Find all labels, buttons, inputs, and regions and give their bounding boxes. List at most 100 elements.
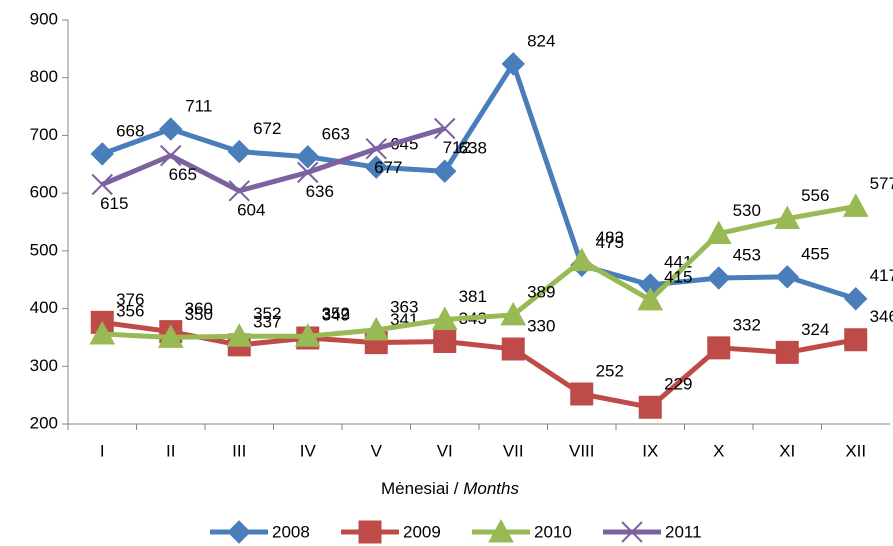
marker — [358, 520, 382, 544]
legend-label: 2011 — [665, 522, 702, 541]
data-label: 663 — [322, 124, 350, 143]
marker — [159, 117, 183, 141]
y-tick-label: 700 — [30, 125, 58, 144]
marker — [89, 320, 116, 345]
data-label: 376 — [116, 290, 144, 309]
x-tick-label: VIII — [569, 441, 595, 460]
data-label: 381 — [459, 287, 487, 306]
data-label: 229 — [664, 375, 692, 394]
x-tick-label: IX — [642, 441, 658, 460]
x-tick-label: V — [371, 441, 383, 460]
marker — [775, 265, 799, 289]
marker — [775, 340, 799, 364]
marker — [228, 180, 250, 202]
data-label: 483 — [596, 228, 624, 247]
data-label: 668 — [116, 121, 144, 140]
data-label: 389 — [527, 282, 555, 301]
series-line — [101, 126, 446, 194]
y-tick-label: 300 — [30, 356, 58, 375]
marker — [705, 220, 732, 245]
x-tick-label: I — [100, 441, 105, 460]
marker — [364, 155, 388, 179]
marker — [91, 173, 113, 196]
marker — [488, 518, 514, 543]
marker — [707, 336, 731, 360]
data-label: 324 — [801, 320, 829, 339]
marker — [842, 193, 869, 217]
data-label: 712 — [443, 138, 471, 157]
marker — [774, 205, 801, 230]
marker — [433, 329, 457, 353]
marker — [160, 144, 182, 167]
data-label: 604 — [237, 200, 265, 219]
x-tick-label: IV — [300, 441, 317, 460]
data-label: 677 — [374, 158, 402, 177]
x-tick-label: XI — [779, 441, 795, 460]
marker — [501, 337, 525, 361]
x-tick-label: VI — [437, 441, 453, 460]
marker — [568, 247, 595, 272]
marker — [570, 382, 594, 406]
x-label-part: Mėnesiai / — [381, 479, 459, 498]
data-label: 475 — [596, 233, 624, 252]
marker — [501, 52, 525, 76]
data-label: 417 — [870, 266, 893, 285]
data-label: 665 — [169, 165, 197, 184]
x-tick-label: III — [232, 441, 246, 460]
x-label-part: Months — [463, 479, 519, 498]
y-tick-label: 600 — [30, 183, 58, 202]
x-axis-label: Mėnesiai / Months — [381, 479, 519, 498]
data-label: 360 — [185, 299, 213, 318]
data-label: 350 — [185, 305, 213, 324]
data-label: 455 — [801, 244, 829, 263]
marker — [844, 328, 868, 352]
y-tick-label: 200 — [30, 413, 58, 432]
y-tick-label: 500 — [30, 240, 58, 259]
y-tick-label: 400 — [30, 298, 58, 317]
legend-label: 2010 — [534, 522, 572, 541]
marker — [90, 142, 114, 166]
legend-label: 2008 — [272, 522, 310, 541]
x-tick-label: XII — [845, 441, 866, 460]
data-label: 556 — [801, 186, 829, 205]
data-label: 337 — [253, 312, 281, 331]
data-label: 577 — [870, 174, 893, 193]
data-label: 352 — [253, 304, 281, 323]
marker — [707, 266, 731, 290]
marker — [434, 117, 456, 140]
x-tick-label: X — [713, 441, 724, 460]
marker — [433, 159, 457, 183]
marker — [157, 324, 184, 348]
data-label: 638 — [459, 139, 487, 158]
data-label: 415 — [664, 267, 692, 286]
data-label: 636 — [306, 182, 334, 201]
y-tick-label: 900 — [30, 9, 58, 28]
marker — [431, 306, 458, 331]
data-label: 615 — [100, 194, 128, 213]
x-tick-label: VII — [503, 441, 524, 460]
y-tick-label: 800 — [30, 67, 58, 86]
marker — [363, 316, 390, 341]
marker — [296, 145, 320, 169]
marker — [227, 520, 251, 544]
data-label: 349 — [322, 305, 350, 324]
data-label: 330 — [527, 316, 555, 335]
marker — [226, 323, 253, 347]
marker — [294, 323, 321, 347]
data-label: 252 — [596, 361, 624, 380]
data-label: 672 — [253, 119, 281, 138]
data-label: 824 — [527, 31, 555, 50]
x-tick-label: II — [166, 441, 175, 460]
marker — [365, 137, 387, 160]
marker — [621, 521, 643, 543]
legend-label: 2009 — [403, 522, 441, 541]
marker — [637, 286, 664, 311]
data-label: 530 — [733, 201, 761, 220]
marker — [844, 287, 868, 311]
marker — [500, 301, 527, 326]
data-label: 346 — [870, 307, 893, 326]
data-label: 332 — [733, 315, 761, 334]
marker — [227, 139, 251, 164]
data-label: 352 — [322, 304, 350, 323]
